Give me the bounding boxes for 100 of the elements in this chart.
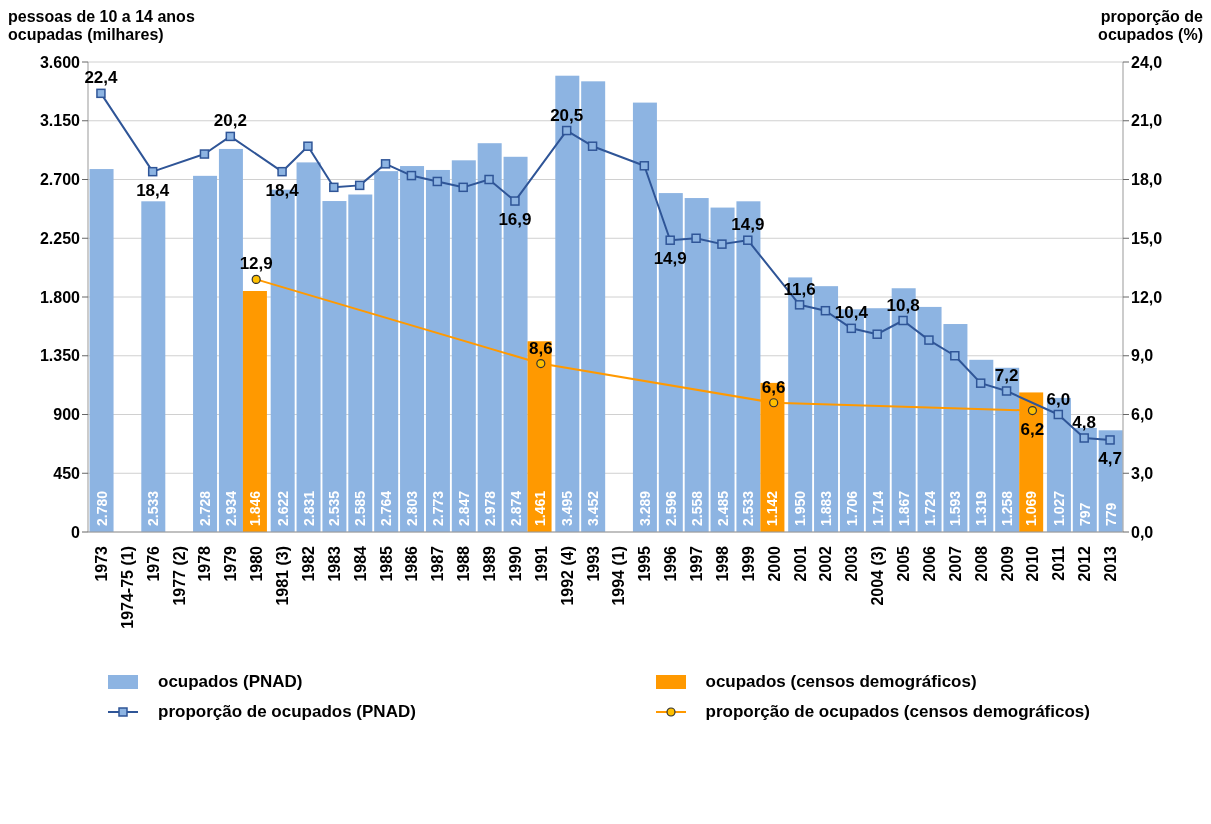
x-tick-label: 1990 (506, 545, 524, 582)
y2-tick-label: 21,0 (1131, 112, 1163, 130)
x-tick-label: 1973 (92, 545, 110, 582)
data-label: 779 (1102, 502, 1119, 526)
bar (581, 81, 606, 532)
x-tick-label: 1983 (325, 545, 343, 582)
data-label: 2.978 (481, 490, 498, 526)
x-tick-label: 2007 (946, 545, 964, 582)
point (510, 196, 520, 206)
data-label: 2.847 (455, 490, 472, 526)
x-tick-label: 1981 (3) (274, 546, 292, 606)
point (872, 329, 882, 339)
data-label: 2.803 (404, 490, 421, 526)
point (717, 239, 727, 249)
point (303, 141, 313, 151)
y-tick-label: 3.150 (39, 112, 81, 130)
point (406, 170, 417, 181)
point (380, 159, 391, 169)
x-tick-label: 1995 (636, 545, 654, 582)
data-label: 1.258 (999, 490, 1016, 526)
y2-tick-label: 18,0 (1131, 171, 1163, 189)
data-label: 1.593 (947, 490, 964, 526)
bar (969, 359, 994, 532)
data-label: 1.950 (792, 490, 809, 526)
x-tick-label: 1984 (351, 545, 369, 582)
point (277, 166, 287, 177)
point (587, 141, 598, 151)
x-tick-label: 2009 (998, 545, 1016, 582)
point (1053, 409, 1064, 420)
point (484, 174, 494, 185)
x-tick-label: 2000 (765, 545, 783, 582)
bar (242, 290, 267, 532)
x-tick-label: 1974-75 (1) (118, 546, 136, 629)
y2-tick-label: 0,0 (1131, 523, 1154, 541)
point (924, 335, 934, 345)
data-label: 1.706 (843, 490, 860, 526)
point (96, 88, 106, 99)
bar (89, 169, 114, 532)
y-tick-label: 450 (53, 464, 81, 482)
data-label: 2.585 (352, 490, 369, 526)
data-label: 2.535 (326, 490, 343, 526)
data-label: 4,7 (1098, 448, 1122, 468)
y-tick-label: 900 (53, 406, 81, 424)
x-tick-label: 2005 (895, 545, 913, 582)
point (794, 300, 805, 310)
data-label: 3.495 (559, 490, 576, 526)
point (199, 149, 210, 159)
x-tick-label: 1993 (584, 545, 602, 582)
point (665, 235, 675, 245)
data-label: 4,8 (1072, 413, 1097, 432)
y-tick-label: 1.800 (39, 288, 81, 306)
y-tick-label: 2.250 (39, 229, 81, 247)
data-label: 2.533 (740, 490, 757, 526)
data-label: 10,4 (834, 303, 869, 323)
data-label: 14,9 (731, 215, 765, 235)
data-label: 10,8 (886, 295, 920, 315)
data-label: 18,4 (136, 180, 170, 200)
x-tick-label: 1989 (481, 545, 499, 582)
data-label: 7,2 (994, 366, 1019, 385)
data-label: 2.596 (662, 490, 679, 526)
x-tick-label: 2011 (1050, 545, 1068, 581)
data-label: 2.773 (429, 490, 446, 526)
point (1079, 433, 1089, 443)
legend-label: proporção de ocupados (PNAD) (158, 702, 416, 722)
x-tick-label: 1997 (688, 545, 706, 582)
point (950, 351, 960, 361)
bar (141, 201, 166, 532)
x-tick-label: 1985 (377, 545, 395, 582)
y2-axis-title: proporção de ocupados (%) (1097, 8, 1203, 45)
point (432, 176, 443, 187)
data-label: 14,9 (653, 249, 687, 269)
y2-tick-label: 12,0 (1131, 288, 1163, 306)
point (1001, 386, 1012, 396)
point (536, 358, 546, 369)
data-label: 20,5 (550, 105, 584, 125)
data-label: 2.780 (93, 490, 110, 526)
point (251, 274, 261, 284)
point (846, 323, 857, 334)
data-label: 1.461 (531, 490, 548, 526)
y-tick-label: 0 (71, 523, 81, 541)
x-tick-label: 2012 (1076, 545, 1094, 582)
point (147, 166, 158, 177)
data-label: 1.883 (818, 490, 835, 526)
data-label: 18,4 (265, 180, 300, 200)
x-tick-label: 1977 (2) (170, 546, 188, 606)
point (639, 161, 650, 171)
x-tick-label: 1996 (662, 545, 680, 582)
data-label: 2.728 (197, 490, 214, 526)
point (1105, 435, 1115, 445)
data-label: 1.724 (921, 490, 938, 526)
x-tick-label: 1978 (196, 545, 214, 582)
y2-tick-label: 15,0 (1131, 229, 1163, 247)
data-label: 1.142 (764, 490, 781, 526)
data-label: 797 (1076, 502, 1093, 526)
data-label: 22,4 (84, 68, 119, 88)
data-label: 20,2 (213, 111, 247, 131)
bar (684, 198, 709, 532)
x-tick-label: 2001 (791, 545, 809, 582)
data-label: 11,6 (783, 279, 816, 299)
legend-label: ocupados (PNAD) (158, 672, 303, 692)
